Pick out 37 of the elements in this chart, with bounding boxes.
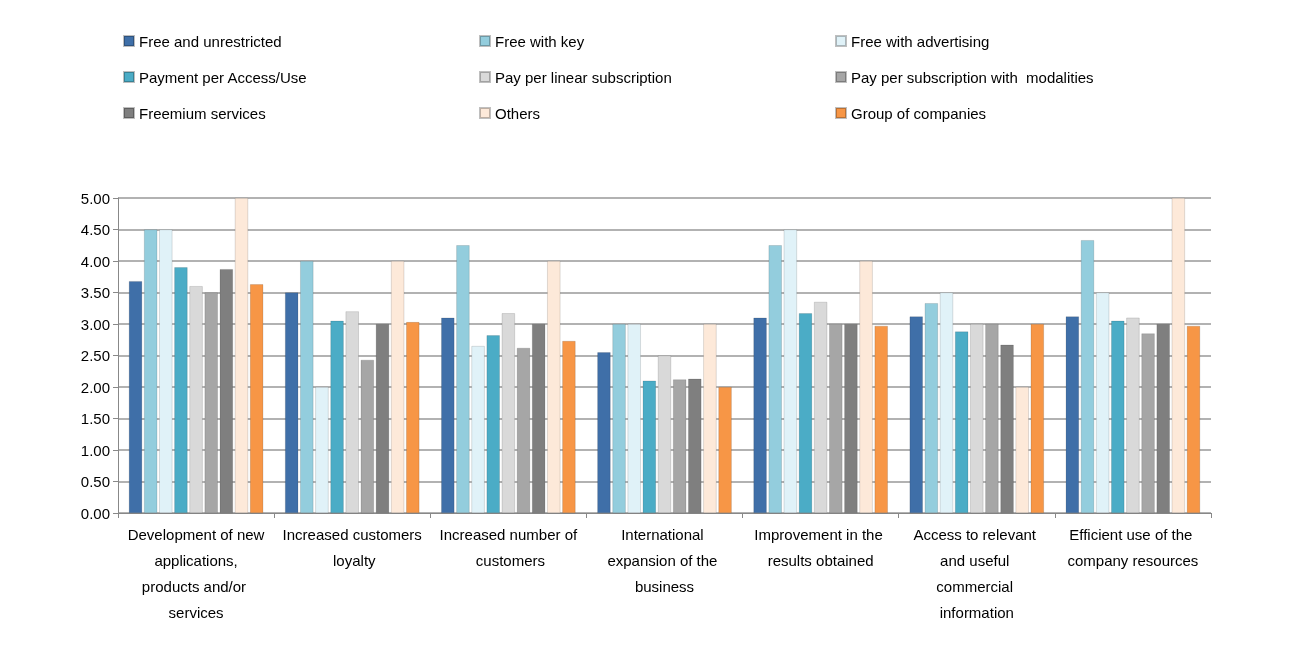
- bar: [657, 355, 672, 513]
- legend-label: Free and unrestricted: [139, 32, 282, 50]
- bar: [128, 281, 143, 513]
- y-tick-label: 0.00: [80, 504, 110, 522]
- x-tick-label: Increased number of customers: [439, 525, 578, 569]
- bar: [1065, 316, 1079, 513]
- bar: [250, 284, 264, 513]
- y-tick-label: 2.50: [80, 347, 110, 364]
- legend-label: Free with key: [495, 32, 585, 50]
- x-tick-label: Development of new applications, products and/or services: [127, 525, 265, 621]
- legend-label: Group of companies: [851, 104, 987, 122]
- bar: [516, 347, 531, 513]
- bar: [1186, 325, 1201, 513]
- y-tick-label: 3.50: [80, 284, 110, 301]
- legend-label: Pay per linear subscription: [495, 68, 672, 86]
- bar: [798, 313, 813, 513]
- x-tick-label: Access to relevant and useful commercial information: [913, 525, 1041, 621]
- legend-label: Payment per Access/Use: [139, 68, 307, 86]
- bar: [939, 292, 954, 513]
- bar: [234, 198, 249, 513]
- y-tick-label: 4.50: [80, 221, 110, 238]
- legend-label: Freemium services: [139, 104, 266, 122]
- y-tick-label: 1.00: [80, 441, 110, 459]
- y-tick-label: 1.50: [80, 410, 110, 427]
- x-tick-label: Increased customers loyalty: [282, 525, 422, 569]
- x-tick-label: Improvement in the results obtained: [754, 525, 887, 569]
- x-tick-label: Efficient use of the company resources: [1067, 525, 1199, 569]
- x-tick-label: International expansion of the business: [607, 525, 722, 595]
- legend-label: Others: [495, 104, 541, 122]
- y-tick-label: 4.00: [80, 252, 110, 270]
- y-tick-label: 2.00: [80, 378, 110, 396]
- y-tick-label: 0.50: [80, 473, 110, 490]
- y-tick-label: 3.00: [80, 315, 110, 333]
- legend-label: Pay per subscription with modalities: [851, 68, 1094, 86]
- legend-label: Free with advertising: [851, 32, 990, 50]
- bar: [1080, 240, 1095, 513]
- y-tick-label: 5.00: [80, 189, 110, 207]
